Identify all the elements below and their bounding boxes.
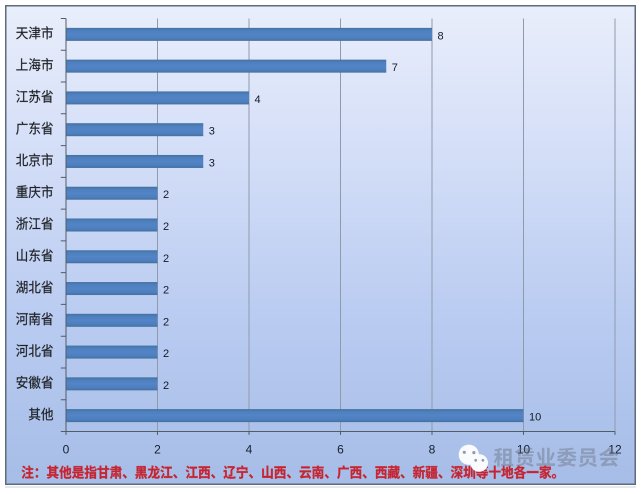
svg-text:7: 7 — [392, 62, 398, 74]
svg-text:2: 2 — [163, 316, 169, 328]
svg-text:2: 2 — [163, 189, 169, 201]
svg-text:2: 2 — [163, 380, 169, 392]
svg-text:3: 3 — [209, 126, 215, 138]
svg-text:2: 2 — [163, 348, 169, 360]
svg-text:4: 4 — [255, 94, 261, 106]
svg-text:10: 10 — [529, 412, 541, 424]
svg-text:8: 8 — [429, 442, 436, 456]
svg-text:12: 12 — [608, 442, 622, 456]
svg-text:3: 3 — [209, 158, 215, 170]
svg-text:4: 4 — [246, 442, 253, 456]
svg-text:2: 2 — [163, 285, 169, 297]
svg-text:10: 10 — [517, 442, 531, 456]
svg-text:2: 2 — [154, 442, 161, 456]
svg-text:8: 8 — [438, 30, 444, 42]
svg-text:2: 2 — [163, 253, 169, 265]
svg-text:2: 2 — [163, 221, 169, 233]
svg-text:0: 0 — [63, 442, 70, 456]
svg-text:6: 6 — [337, 442, 344, 456]
